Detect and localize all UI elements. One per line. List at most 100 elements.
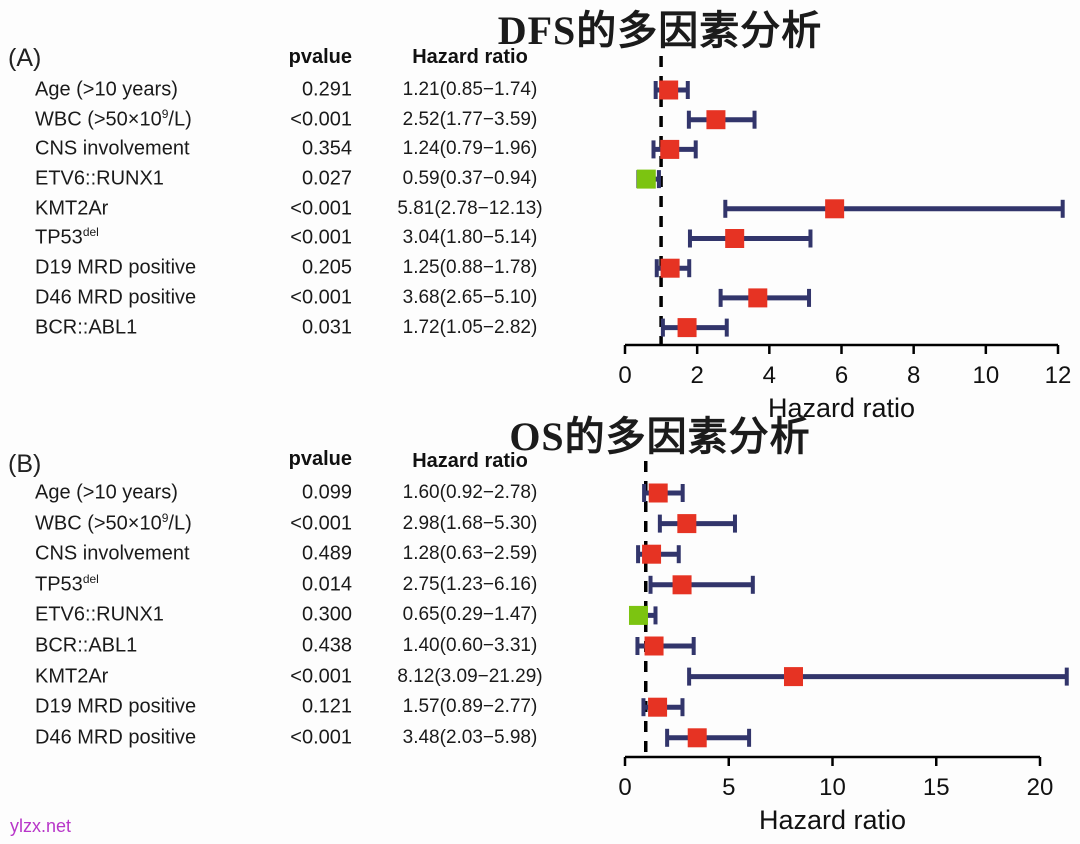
hr-marker-red: [783, 667, 803, 687]
hr-marker-red: [648, 483, 668, 503]
row-pvalue: <0.001: [290, 197, 352, 220]
row-label: KMT2Ar: [35, 665, 109, 688]
hr-marker-red: [644, 636, 664, 656]
panel-dfs-label: (A): [8, 44, 42, 72]
row-pvalue: <0.001: [290, 286, 352, 309]
x-axis-tick-label: 2: [690, 362, 703, 389]
row-pvalue: 0.438: [301, 634, 352, 657]
row-pvalue: 0.300: [301, 603, 352, 626]
forest-row: Age (>10 years) 0.291 1.21(0.85−1.74): [0, 75, 600, 105]
row-pvalue: <0.001: [290, 726, 352, 749]
forest-row: D46 MRD positive <0.001 3.48(2.03−5.98): [0, 723, 600, 754]
row-hr-text: 1.21(0.85−1.74): [402, 78, 538, 100]
hr-marker-red: [672, 575, 692, 595]
row-pvalue: <0.001: [290, 512, 352, 535]
row-hr-text: 8.12(3.09−21.29): [397, 665, 543, 687]
row-label: TP53del: [35, 571, 99, 596]
hr-marker-red: [677, 318, 697, 338]
row-label: ETV6::RUNX1: [35, 167, 164, 190]
forest-row: WBC (>50×109/L) <0.001 2.98(1.68−5.30): [0, 508, 600, 539]
row-pvalue: 0.205: [301, 256, 352, 279]
row-pvalue: 0.354: [301, 137, 352, 160]
hr-marker-red: [659, 80, 679, 100]
row-label: Age (>10 years): [35, 78, 178, 101]
row-pvalue: 0.121: [301, 695, 352, 718]
forest-row: CNS involvement 0.489 1.28(0.63−2.59): [0, 539, 600, 570]
x-axis-label: Hazard ratio: [768, 393, 915, 423]
x-axis-tick-label: 8: [907, 362, 920, 389]
hr-marker-red: [648, 697, 668, 717]
column-header-pvalue: pvalue: [288, 448, 352, 470]
row-label: BCR::ABL1: [35, 634, 138, 657]
row-pvalue: 0.291: [301, 78, 352, 101]
x-axis-tick-label: 0: [618, 774, 631, 801]
row-hr-text: 1.28(0.63−2.59): [402, 543, 538, 565]
row-hr-text: 3.68(2.65−5.10): [402, 286, 538, 308]
x-axis-tick-label: 4: [763, 362, 776, 389]
forest-row: Age (>10 years) 0.099 1.60(0.92−2.78): [0, 478, 600, 509]
x-axis-tick-label: 15: [923, 774, 950, 801]
panel-dfs-rows: Age (>10 years) 0.291 1.21(0.85−1.74) WBC (…: [0, 75, 600, 343]
row-hr-text: 1.25(0.88−1.78): [402, 257, 538, 279]
column-header-pvalue: pvalue: [288, 46, 352, 68]
row-label: D19 MRD positive: [35, 256, 197, 279]
forest-row: CNS involvement 0.354 1.24(0.79−1.96): [0, 135, 600, 165]
row-pvalue: 0.489: [301, 542, 352, 565]
x-axis-tick-label: 0: [618, 362, 631, 389]
column-header-hazard-ratio: Hazard ratio: [412, 46, 528, 68]
row-pvalue: <0.001: [290, 108, 352, 131]
row-label: WBC (>50×109/L): [35, 106, 192, 131]
forest-row: D19 MRD positive 0.205 1.25(0.88−1.78): [0, 253, 600, 283]
row-hr-text: 1.72(1.05−2.82): [402, 316, 538, 338]
hr-marker-red: [642, 544, 662, 564]
row-label: D46 MRD positive: [35, 286, 197, 309]
row-hr-text: 5.81(2.78−12.13): [397, 197, 543, 219]
x-axis-tick-label: 10: [972, 362, 999, 389]
x-axis-label: Hazard ratio: [759, 805, 906, 835]
hr-marker-red: [660, 258, 680, 278]
row-pvalue: <0.001: [290, 226, 352, 249]
row-label: WBC (>50×109/L): [35, 510, 192, 535]
row-label: KMT2Ar: [35, 197, 109, 220]
row-hr-text: 0.65(0.29−1.47): [402, 604, 538, 626]
row-label: BCR::ABL1: [35, 316, 138, 339]
forest-row: TP53del 0.014 2.75(1.23−6.16): [0, 570, 600, 601]
row-pvalue: <0.001: [290, 665, 352, 688]
forest-row: ETV6::RUNX1 0.300 0.65(0.29−1.47): [0, 600, 600, 631]
row-hr-text: 2.98(1.68−5.30): [402, 512, 538, 534]
hr-marker-red: [687, 728, 707, 748]
row-hr-text: 3.48(2.03−5.98): [402, 726, 538, 748]
x-axis-tick-label: 5: [722, 774, 735, 801]
x-axis-tick-label: 12: [1045, 362, 1072, 389]
forest-row: D46 MRD positive <0.001 3.68(2.65−5.10): [0, 283, 600, 313]
hr-marker-red: [748, 288, 768, 308]
forest-row: BCR::ABL1 0.438 1.40(0.60−3.31): [0, 631, 600, 662]
forest-row: BCR::ABL1 0.031 1.72(1.05−2.82): [0, 313, 600, 343]
row-label: D19 MRD positive: [35, 695, 197, 718]
hr-marker-red: [825, 199, 845, 219]
forest-row: TP53del <0.001 3.04(1.80−5.14): [0, 224, 600, 254]
row-label: TP53del: [35, 225, 99, 249]
forest-row: KMT2Ar <0.001 8.12(3.09−21.29): [0, 661, 600, 692]
hr-marker-red: [725, 229, 745, 248]
forest-row: D19 MRD positive 0.121 1.57(0.89−2.77): [0, 692, 600, 723]
forest-row: ETV6::RUNX1 0.027 0.59(0.37−0.94): [0, 164, 600, 194]
panel-os-rows: Age (>10 years) 0.099 1.60(0.92−2.78) WBC (…: [0, 478, 600, 754]
row-pvalue: 0.014: [301, 573, 352, 596]
row-hr-text: 1.60(0.92−2.78): [402, 481, 538, 503]
row-pvalue: 0.031: [301, 316, 352, 339]
hr-marker-green: [636, 169, 656, 189]
panel-dfs-title: DFS的多因素分析: [497, 8, 823, 53]
row-pvalue: 0.099: [301, 481, 352, 504]
row-hr-text: 1.24(0.79−1.96): [402, 138, 538, 160]
hr-marker-red: [677, 514, 697, 534]
row-hr-text: 3.04(1.80−5.14): [402, 227, 538, 249]
forest-plot-dfs: 0 2 4 6 8 10 12 Hazard ratio: [618, 56, 1072, 423]
forest-row: KMT2Ar <0.001 5.81(2.78−12.13): [0, 194, 600, 224]
row-hr-text: 1.57(0.89−2.77): [402, 696, 538, 718]
hr-marker-green: [628, 605, 648, 625]
panel-os-label: (B): [8, 450, 42, 478]
row-label: CNS involvement: [35, 542, 190, 565]
hr-marker-red: [660, 139, 680, 159]
